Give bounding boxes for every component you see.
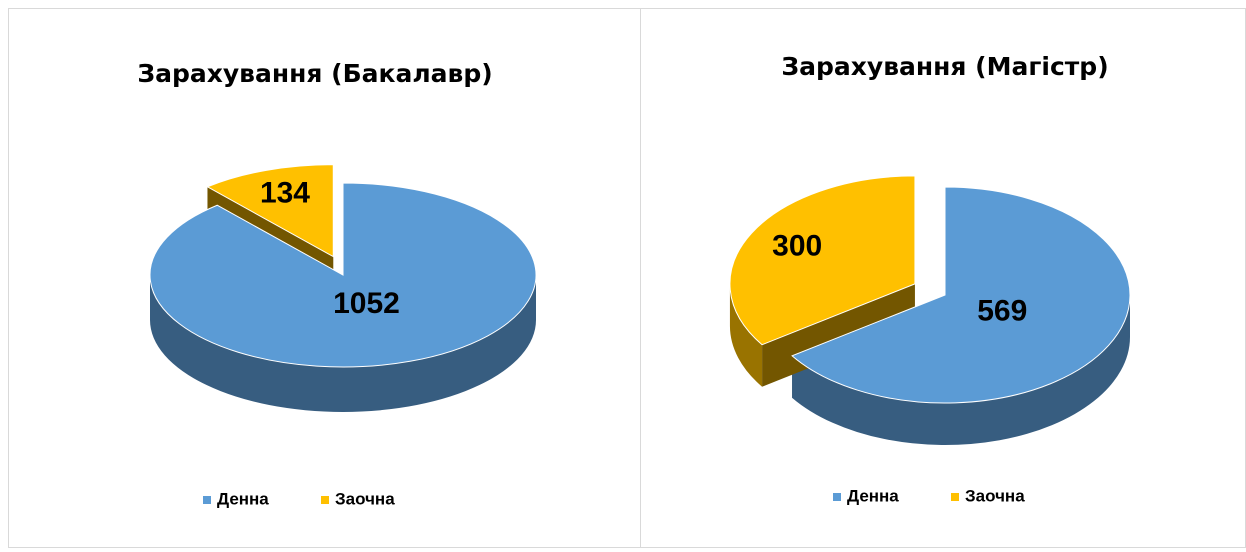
slice <box>149 182 537 368</box>
slice <box>729 175 916 346</box>
slice-side <box>729 283 763 387</box>
slice <box>791 186 1131 404</box>
value-label: 300 <box>772 229 822 262</box>
legend-swatch <box>321 496 329 504</box>
legend-label: Денна <box>217 489 269 508</box>
value-label: 569 <box>977 295 1027 328</box>
value-label: 134 <box>260 176 310 209</box>
slice-side <box>150 275 536 412</box>
slice-side <box>792 295 1130 445</box>
slice <box>206 164 334 258</box>
value-label: 1052 <box>333 287 400 320</box>
chart-title: Зарахування (Магістр) <box>781 52 1108 81</box>
chart-title: Зарахування (Бакалавр) <box>137 59 492 88</box>
legend-swatch <box>951 493 959 501</box>
legend-label: Заочна <box>965 486 1025 505</box>
legend-swatch <box>203 496 211 504</box>
legend-label: Денна <box>847 486 899 505</box>
legend-swatch <box>833 493 841 501</box>
legend-label: Заочна <box>335 489 395 508</box>
